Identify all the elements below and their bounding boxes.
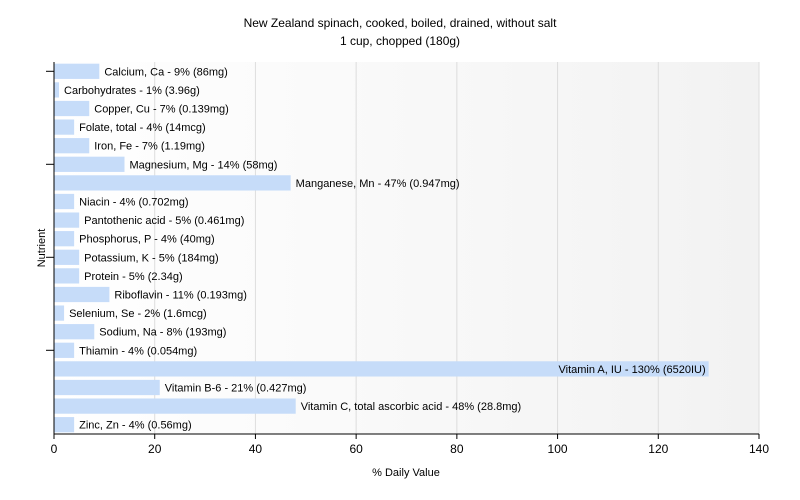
x-tick-label: 40 xyxy=(249,442,263,456)
y-axis-label: Nutrient xyxy=(36,229,48,268)
bar xyxy=(54,175,291,191)
bar xyxy=(54,100,90,117)
bar-label: Vitamin B-6 - 21% (0.427mg) xyxy=(165,383,307,395)
bar xyxy=(54,398,296,414)
x-tick-label: 0 xyxy=(51,442,58,456)
bar xyxy=(54,324,95,340)
x-axis-label: % Daily Value xyxy=(372,467,440,479)
bar-label: Potassium, K - 5% (184mg) xyxy=(84,252,219,264)
bar-label: Phosphorus, P - 4% (40mg) xyxy=(79,234,215,246)
bar xyxy=(54,379,160,396)
bar-label: Vitamin A, IU - 130% (6520IU) xyxy=(558,364,705,376)
bar-label: Vitamin C, total ascorbic acid - 48% (28… xyxy=(301,401,522,413)
bar xyxy=(54,119,75,135)
x-tick-label: 80 xyxy=(450,442,464,456)
x-tick-label: 120 xyxy=(648,442,668,456)
bar xyxy=(54,268,80,284)
bar-label: Carbohydrates - 1% (3.96g) xyxy=(64,85,200,97)
bar-label: Manganese, Mn - 47% (0.947mg) xyxy=(296,178,460,190)
bar-label: Copper, Cu - 7% (0.139mg) xyxy=(94,104,229,116)
bar xyxy=(54,361,709,377)
bar xyxy=(54,138,90,154)
chart-subtitle: 1 cup, chopped (180g) xyxy=(340,34,460,48)
bar xyxy=(54,156,125,172)
bar-label: Sodium, Na - 8% (193mg) xyxy=(99,327,226,339)
bar xyxy=(54,231,75,247)
bar xyxy=(54,417,75,433)
bar xyxy=(54,286,110,303)
bar xyxy=(54,82,60,98)
bar xyxy=(54,212,80,228)
bar xyxy=(54,342,75,358)
bar-label: Iron, Fe - 7% (1.19mg) xyxy=(94,141,205,153)
bar xyxy=(54,63,100,79)
bar xyxy=(54,193,75,210)
bar-label: Protein - 5% (2.34g) xyxy=(84,271,182,283)
bar xyxy=(54,249,80,265)
bar xyxy=(54,305,65,321)
bar-label: Magnesium, Mg - 14% (58mg) xyxy=(130,159,278,171)
x-tick-label: 20 xyxy=(148,442,162,456)
bar-label: Thiamin - 4% (0.054mg) xyxy=(79,345,197,357)
chart-title: New Zealand spinach, cooked, boiled, dra… xyxy=(244,16,558,30)
plot-background xyxy=(54,62,759,434)
x-tick-label: 140 xyxy=(749,442,769,456)
x-tick-label: 60 xyxy=(349,442,363,456)
plot-area: Calcium, Ca - 9% (86mg) Carbohydrates - 1… xyxy=(46,62,769,456)
x-tick-label: 100 xyxy=(548,442,568,456)
bar-label: Pantothenic acid - 5% (0.461mg) xyxy=(84,215,244,227)
bar-label: Calcium, Ca - 9% (86mg) xyxy=(104,66,227,78)
bar-label: Niacin - 4% (0.702mg) xyxy=(79,197,188,209)
bar-label: Folate, total - 4% (14mcg) xyxy=(79,122,206,134)
bar-label: Zinc, Zn - 4% (0.56mg) xyxy=(79,420,191,432)
bar-label: Selenium, Se - 2% (1.6mcg) xyxy=(69,308,207,320)
bar-label: Riboflavin - 11% (0.193mg) xyxy=(114,290,246,302)
